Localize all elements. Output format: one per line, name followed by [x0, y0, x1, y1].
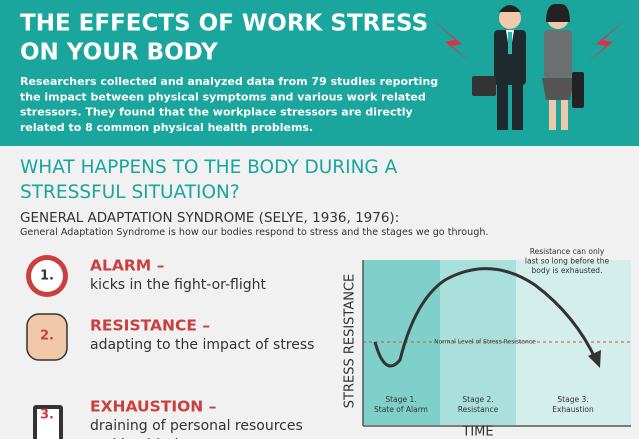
battery-cell	[37, 409, 59, 439]
diagram: Normal Level of Stress Resistance STRESS…	[343, 247, 631, 439]
curve	[373, 267, 598, 368]
stage-label: Stage 2.	[462, 395, 493, 404]
normal-level-label: Normal Level of Stress Resistance	[434, 339, 536, 346]
stage-title: EXHAUSTION –	[90, 398, 216, 416]
stage-title: RESISTANCE –	[90, 317, 210, 335]
illustration	[433, 3, 625, 130]
stage-label: State of Alarm	[374, 405, 428, 414]
stage-number: 2.	[40, 329, 54, 344]
stage-label: Exhaustion	[552, 405, 594, 414]
description-line: stressors. They found that the workplace…	[20, 106, 413, 119]
header-band	[0, 0, 639, 146]
title: THE EFFECTS OF WORK STRESS	[20, 11, 428, 37]
stage-label: Stage 3.	[557, 395, 588, 404]
stage-number: 3.	[40, 408, 54, 423]
description-line: the impact between physical symptoms and…	[20, 90, 426, 103]
annotation: body is exhausted.	[532, 266, 603, 275]
stage-number: 1.	[40, 269, 54, 284]
y-label: STRESS RESISTANCE	[343, 274, 358, 409]
arrow-head	[588, 350, 601, 368]
fist-icon	[26, 313, 68, 361]
subheading: GENERAL ADAPTATION SYNDROME (SELYE, 1936…	[20, 210, 399, 226]
stage-list: 1. ALARM – kicks in the fight-or-flight 2. R…	[26, 255, 314, 439]
x-label: TIME	[461, 425, 493, 439]
stage-description: adapting to the impact of stress	[90, 337, 314, 353]
section-heading: WHAT HAPPENS TO THE BODY DURING A	[20, 157, 398, 178]
annotation: last so long before the	[525, 257, 610, 266]
annotation: Resistance can only	[530, 247, 605, 256]
title: ON YOUR BODY	[20, 40, 218, 66]
description: Researchers collected and analyzed data …	[20, 75, 438, 134]
description-line: related to 8 common physical health prob…	[20, 121, 313, 134]
description-line: Researchers collected and analyzed data …	[20, 75, 438, 88]
stage-label: Stage 1.	[385, 395, 416, 404]
section-heading: STRESSFUL SITUATION?	[20, 182, 240, 203]
stage-title: ALARM –	[90, 257, 164, 275]
alarm-face	[31, 260, 63, 292]
stage-label: Resistance	[458, 405, 499, 414]
intro: General Adaptation Syndrome is how our b…	[20, 227, 488, 238]
stage-description: draining of personal resources	[90, 418, 303, 434]
stage-description: and health due to stress	[90, 437, 260, 439]
stage-description: kicks in the fight-or-flight	[90, 277, 267, 293]
